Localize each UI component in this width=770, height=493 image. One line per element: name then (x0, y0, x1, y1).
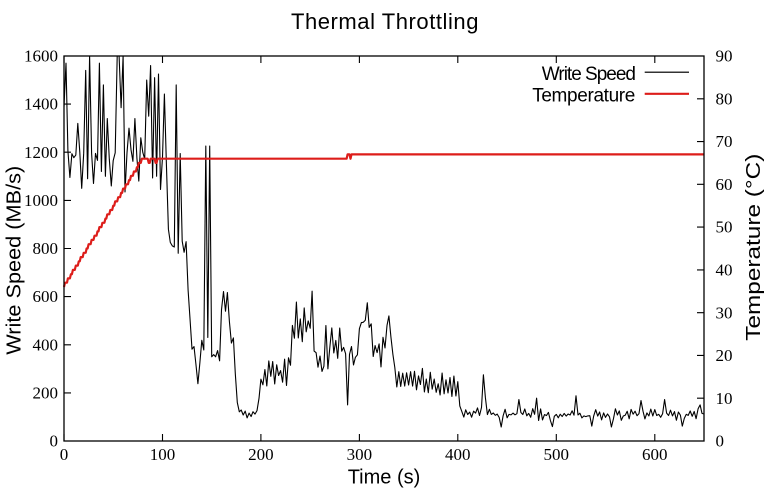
svg-text:Write Speed (MB/s): Write Speed (MB/s) (3, 166, 25, 355)
svg-text:100: 100 (150, 445, 176, 464)
svg-text:600: 600 (642, 445, 668, 464)
svg-text:80: 80 (716, 89, 733, 108)
svg-text:70: 70 (716, 132, 733, 151)
svg-text:50: 50 (716, 218, 733, 237)
svg-text:20: 20 (716, 346, 733, 365)
svg-text:1400: 1400 (24, 95, 58, 114)
svg-text:10: 10 (716, 389, 733, 408)
svg-text:200: 200 (248, 445, 274, 464)
svg-text:Temperature (°C): Temperature (°C) (743, 154, 765, 341)
svg-text:Write Speed: Write Speed (542, 64, 636, 85)
svg-text:300: 300 (347, 445, 373, 464)
svg-text:90: 90 (716, 47, 733, 66)
svg-text:200: 200 (33, 384, 59, 403)
svg-text:0: 0 (60, 445, 69, 464)
svg-text:400: 400 (33, 335, 59, 354)
svg-text:40: 40 (716, 261, 733, 280)
svg-text:600: 600 (33, 287, 59, 306)
svg-text:0: 0 (50, 432, 59, 451)
svg-text:500: 500 (544, 445, 570, 464)
svg-text:1200: 1200 (24, 143, 58, 162)
svg-text:1600: 1600 (24, 47, 58, 66)
svg-text:800: 800 (33, 239, 59, 258)
svg-text:30: 30 (716, 303, 733, 322)
svg-text:0: 0 (716, 432, 725, 451)
svg-text:1000: 1000 (24, 191, 58, 210)
svg-text:400: 400 (445, 445, 471, 464)
svg-text:Thermal Throttling: Thermal Throttling (291, 9, 479, 34)
svg-text:Temperature: Temperature (532, 85, 635, 106)
svg-text:60: 60 (716, 175, 733, 194)
svg-text:Time (s): Time (s) (348, 467, 421, 488)
